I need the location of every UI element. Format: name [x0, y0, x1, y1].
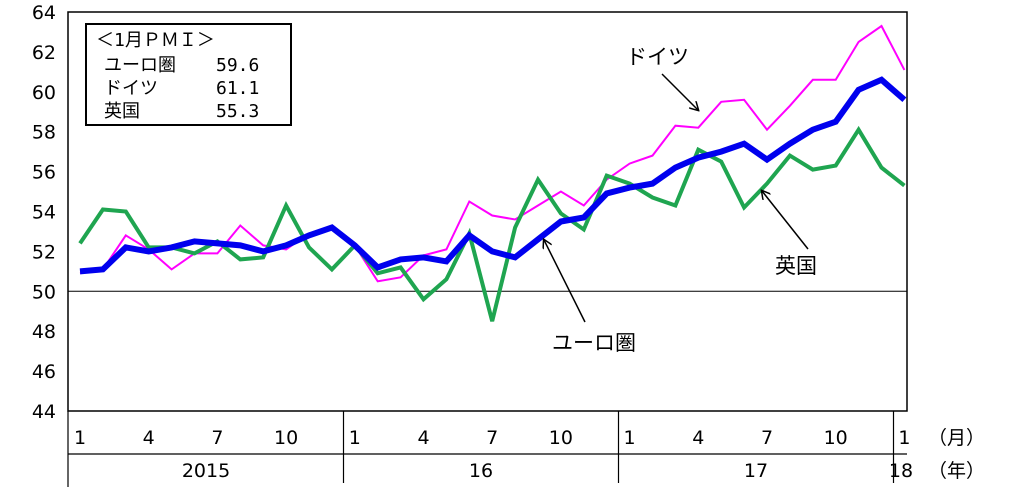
year-unit-label: （年） [928, 460, 985, 482]
x-year-label: 2015 [182, 460, 230, 482]
x-year-label: 18 [889, 460, 913, 482]
y-axis-labels: 44 46 48 50 52 54 56 58 60 62 64 [32, 2, 56, 423]
y-tick-label: 56 [32, 162, 56, 184]
y-tick-label: 44 [32, 401, 56, 423]
x-month-tick-label: 1 [74, 427, 86, 449]
info-box-row-value: 61.1 [216, 78, 259, 99]
info-box-row-value: 55.3 [216, 101, 259, 122]
y-tick-label: 54 [32, 202, 56, 224]
x-month-tick-label: 7 [211, 427, 223, 449]
plot-frame [67, 11, 908, 412]
x-month-tick-label: 1 [898, 427, 910, 449]
info-box-row-label: ドイツ [104, 78, 158, 99]
y-tick-label: 64 [32, 2, 56, 24]
series-layer [78, 24, 907, 322]
x-month-tick-label: 4 [692, 427, 704, 449]
y-tick-label: 50 [32, 281, 56, 303]
x-month-tick-label: 4 [417, 427, 429, 449]
series-line-eurozone [79, 76, 907, 275]
info-box-frame [85, 23, 292, 126]
series-line-uk [78, 125, 906, 322]
x-month-tick-label: 10 [274, 427, 298, 449]
annotation-uk-arrow [762, 191, 809, 250]
y-tick-label: 58 [32, 122, 56, 144]
info-box-row-value: 59.6 [216, 55, 259, 76]
annotation-germany-arrow [661, 73, 698, 110]
info-box-row-label: 英国 [104, 101, 140, 122]
y-tick-label: 48 [32, 321, 56, 343]
annotation-uk-label: 英国 [775, 254, 817, 278]
x-year-label: 16 [469, 460, 493, 482]
x-month-tick-label: 7 [486, 427, 498, 449]
x-month-tick-label: 4 [143, 427, 155, 449]
annotations: ドイツ 英国 ユーロ圏 [544, 45, 817, 355]
x-year-label: 17 [744, 460, 768, 482]
info-box-row-label: ユーロ圏 [104, 55, 176, 76]
x-month-tick-label: 10 [549, 427, 573, 449]
series-line-germany [79, 24, 906, 283]
y-tick-label: 60 [32, 82, 56, 104]
annotation-germany-label: ドイツ [626, 45, 689, 69]
x-month-tick-label: 7 [761, 427, 773, 449]
y-tick-label: 52 [32, 241, 56, 263]
x-month-tick-label: 1 [624, 427, 636, 449]
info-box-title: ＜1月ＰＭＩ＞ [96, 30, 215, 51]
x-axis: 1 4 7 10 1 4 7 10 1 4 7 10 1 2015 16 17 18 （月） （年） [67, 411, 985, 487]
month-unit-label: （月） [928, 427, 985, 449]
y-tick-label: 62 [32, 42, 56, 64]
x-month-tick-label: 1 [349, 427, 361, 449]
annotation-eurozone-label: ユーロ圏 [552, 331, 636, 355]
y-tick-label: 46 [32, 361, 56, 383]
x-month-tick-label: 10 [824, 427, 848, 449]
annotation-eurozone-arrow [544, 240, 586, 323]
info-box: ＜1月ＰＭＩ＞ ユーロ圏 59.6 ドイツ 61.1 英国 55.3 [85, 23, 292, 126]
